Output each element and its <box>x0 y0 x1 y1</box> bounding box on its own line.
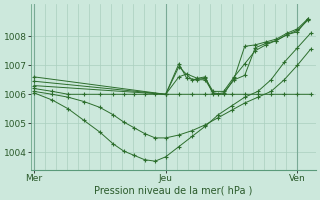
X-axis label: Pression niveau de la mer( hPa ): Pression niveau de la mer( hPa ) <box>94 186 253 196</box>
